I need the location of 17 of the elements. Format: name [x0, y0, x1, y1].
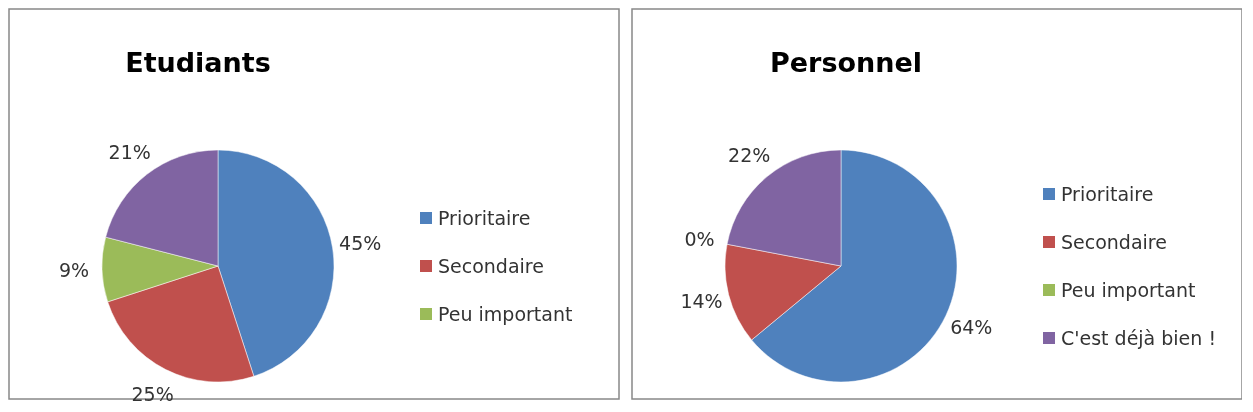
data-label: 64%: [950, 315, 993, 338]
legend-label: Prioritaire: [1061, 182, 1154, 205]
legend-label: Prioritaire: [438, 206, 531, 229]
data-label: 25%: [131, 382, 174, 405]
data-label: 21%: [108, 140, 151, 163]
legend-label: Peu important: [438, 302, 573, 325]
legend-label: Peu important: [1061, 278, 1196, 301]
data-label: 45%: [339, 232, 382, 255]
legend-label: Secondaire: [438, 254, 544, 277]
legend-label: C'est déjà bien !: [1061, 326, 1217, 349]
chart-title: Personnel: [769, 47, 923, 78]
data-label: 9%: [58, 259, 90, 282]
legend-label: Secondaire: [1061, 230, 1167, 253]
chart-title: Etudiants: [125, 47, 271, 78]
data-label: 14%: [680, 290, 723, 313]
data-label: 22%: [728, 143, 771, 166]
text: 0%: [684, 227, 715, 250]
